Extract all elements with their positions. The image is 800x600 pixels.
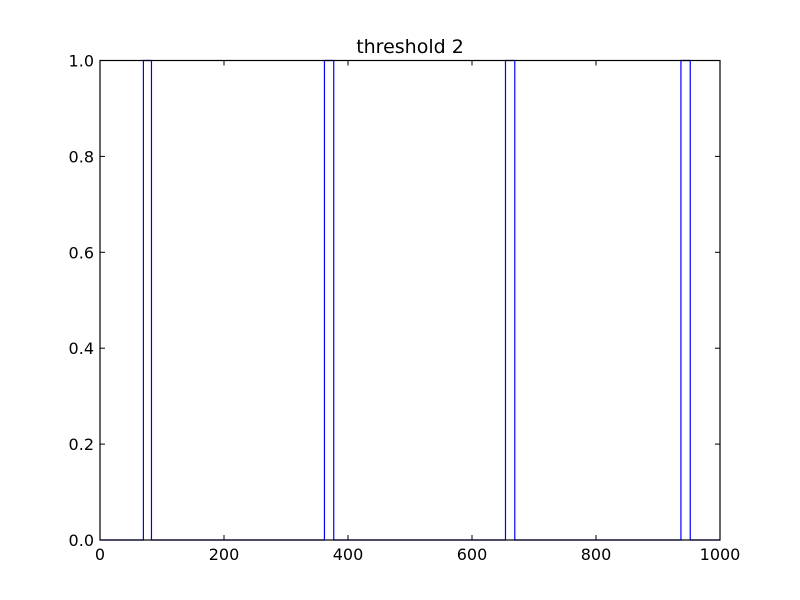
- y-tick-label-1: 0.2: [69, 435, 94, 454]
- ticks-layer: 0 200 400 600 800 1000 0.0 0.2 0.4 0.6 0.8 1.0: [69, 52, 741, 565]
- x-tick-label-1: 200: [209, 545, 240, 564]
- x-tick-label-5: 1000: [700, 545, 741, 564]
- x-tick-label-3: 600: [457, 545, 488, 564]
- y-tick-label-3: 0.6: [69, 243, 94, 262]
- x-tick-label-2: 400: [333, 545, 364, 564]
- plot-frame: [99, 59, 721, 541]
- y-tick-label-0: 0.0: [69, 531, 94, 550]
- x-tick-label-4: 800: [581, 545, 612, 564]
- chart-title: threshold 2: [356, 36, 464, 58]
- y-tick-label-5: 1.0: [69, 52, 94, 71]
- y-tick-label-2: 0.4: [69, 339, 94, 358]
- series-layer: [100, 59, 720, 541]
- y-tick-label-4: 0.8: [69, 147, 94, 166]
- series-line-0: [100, 59, 720, 541]
- x-tick-label-0: 0: [95, 545, 105, 564]
